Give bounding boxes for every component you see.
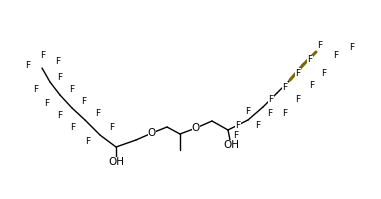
Text: F: F <box>58 111 62 121</box>
Text: F: F <box>295 68 301 77</box>
Text: F: F <box>56 58 61 66</box>
Text: O: O <box>192 123 200 133</box>
Text: F: F <box>109 124 115 133</box>
Text: F: F <box>349 44 355 53</box>
Text: F: F <box>245 107 251 116</box>
Text: F: F <box>58 72 62 82</box>
Text: F: F <box>282 83 288 92</box>
Text: F: F <box>82 98 86 106</box>
Text: F: F <box>267 108 272 117</box>
Text: F: F <box>282 108 288 117</box>
Text: F: F <box>255 122 261 131</box>
Text: F: F <box>309 82 315 91</box>
Text: F: F <box>307 56 312 64</box>
Text: F: F <box>95 109 101 118</box>
Text: F: F <box>322 68 327 77</box>
Text: F: F <box>234 132 239 140</box>
Text: F: F <box>269 96 274 104</box>
Text: F: F <box>40 52 46 60</box>
Text: OH: OH <box>223 140 239 150</box>
Text: O: O <box>148 128 156 138</box>
Text: F: F <box>317 42 323 51</box>
Text: F: F <box>69 86 75 95</box>
Text: F: F <box>235 121 240 130</box>
Text: F: F <box>34 86 38 95</box>
Text: F: F <box>333 51 339 60</box>
Text: F: F <box>70 124 75 133</box>
Text: OH: OH <box>108 157 124 167</box>
Text: F: F <box>45 99 50 107</box>
Text: F: F <box>85 138 91 146</box>
Text: F: F <box>26 60 30 69</box>
Text: F: F <box>295 96 301 104</box>
